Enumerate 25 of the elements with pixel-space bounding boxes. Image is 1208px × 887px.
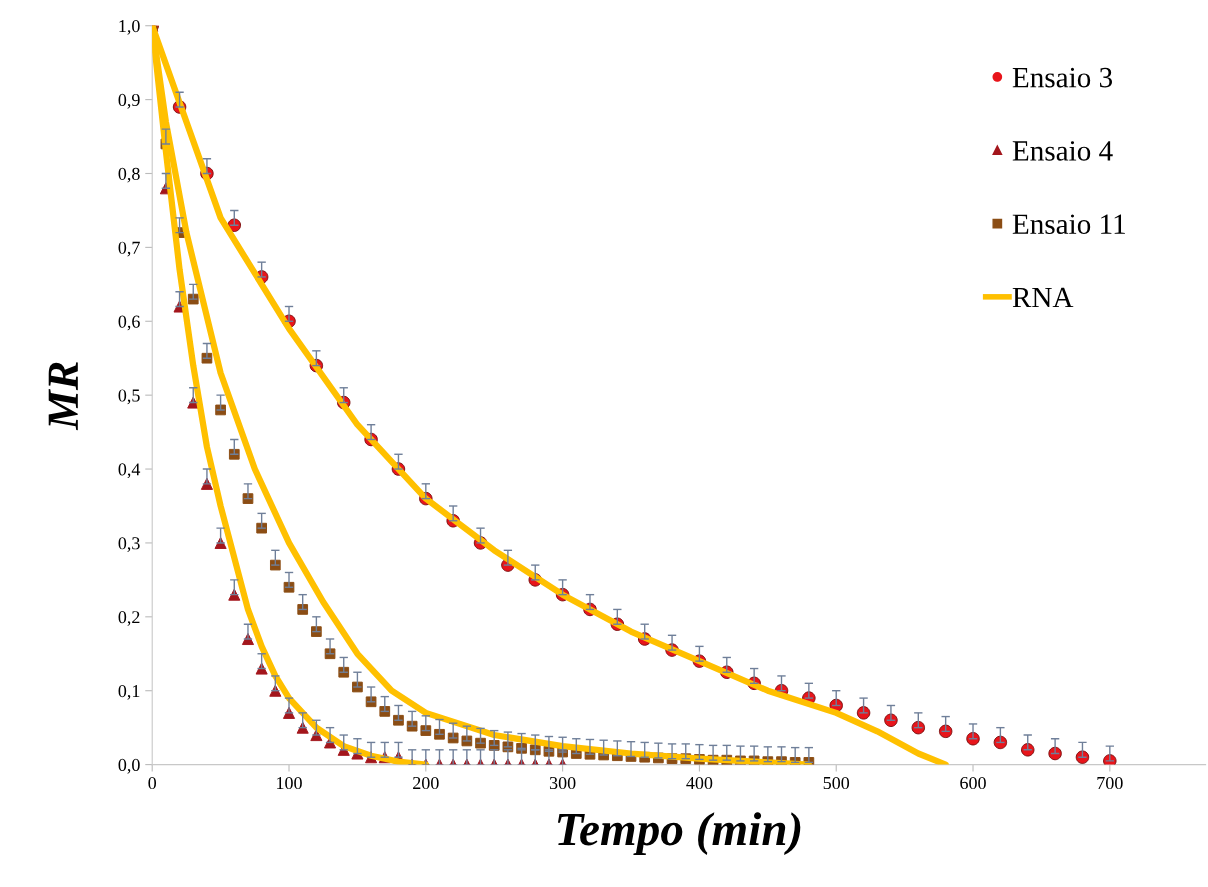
y-tick-label: 0,6 bbox=[118, 315, 140, 331]
legend-label: Ensaio 11 bbox=[1012, 214, 1125, 235]
y-tick-label: 0,5 bbox=[118, 389, 140, 405]
x-tick-label: 100 bbox=[277, 776, 302, 790]
y-tick-label: 0,9 bbox=[118, 93, 140, 109]
y-tick-label: 0,1 bbox=[118, 684, 140, 700]
x-tick-label: 400 bbox=[686, 776, 713, 790]
legend-label: RNA bbox=[1012, 287, 1074, 308]
x-tick-label: 0 bbox=[148, 776, 157, 790]
x-tick-label: 500 bbox=[823, 776, 850, 790]
y-tick-label: 0,8 bbox=[118, 167, 140, 183]
y-tick-label: 0,4 bbox=[118, 463, 141, 479]
legend-label: Ensaio 3 bbox=[1012, 67, 1113, 88]
y-tick-label: 0,7 bbox=[118, 241, 140, 257]
y-tick-label: 0,2 bbox=[118, 611, 140, 626]
x-tick-label: 700 bbox=[1097, 776, 1123, 790]
x-axis-title: Tempo (min) bbox=[557, 812, 801, 856]
y-tick-label: 1,0 bbox=[119, 19, 140, 35]
y-axis-title: MR bbox=[48, 362, 78, 431]
x-tick-label: 600 bbox=[960, 776, 986, 790]
y-tick-label: 0,3 bbox=[118, 537, 140, 552]
legend-label: Ensaio 4 bbox=[1012, 141, 1113, 161]
x-tick-label: 300 bbox=[549, 776, 576, 790]
x-tick-label: 200 bbox=[413, 776, 439, 790]
y-tick-label: 0,0 bbox=[118, 758, 140, 774]
